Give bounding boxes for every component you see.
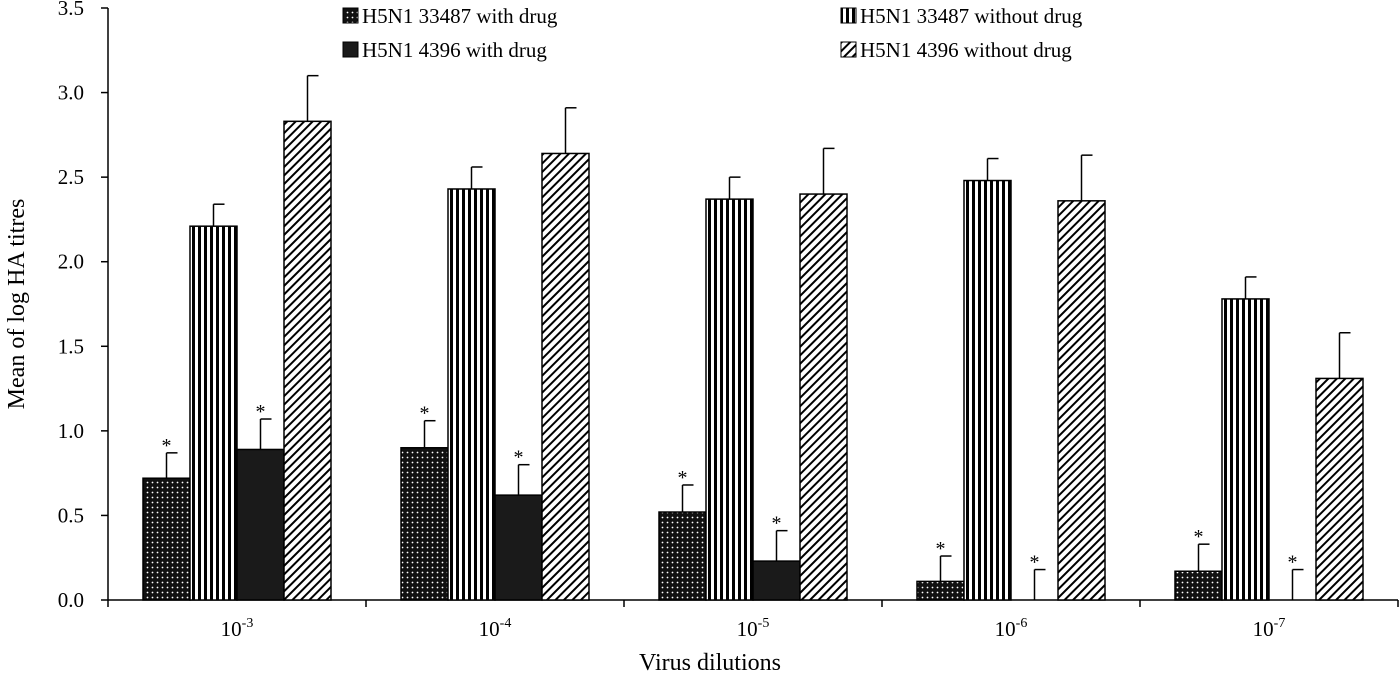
x-axis-ticks bbox=[107, 600, 1399, 607]
significance-star: * bbox=[1194, 526, 1204, 548]
y-tick-label: 2.5 bbox=[58, 165, 84, 189]
x-tick-label: 10-3 bbox=[221, 616, 254, 641]
significance-star: * bbox=[420, 403, 430, 425]
legend-label-series-3: H5N1 4396 with drug bbox=[362, 38, 547, 62]
y-axis-title: Mean of log HA titres bbox=[4, 199, 30, 410]
bar-series-2 bbox=[705, 198, 754, 601]
bar-series-4 bbox=[1315, 377, 1364, 601]
bar-series-2 bbox=[1221, 298, 1270, 601]
bar-series-2 bbox=[963, 179, 1012, 601]
y-axis-ticks: 0.0 0.5 1.0 1.5 2.0 2.5 3.0 3.5 bbox=[58, 0, 108, 612]
significance-star: * bbox=[1288, 552, 1298, 574]
x-tick-labels: 10-3 10-4 10-5 10-6 10-7 bbox=[221, 616, 1286, 641]
bar-series-2 bbox=[189, 225, 238, 601]
bar-series-3 bbox=[236, 448, 285, 601]
y-tick-label: 3.0 bbox=[58, 81, 84, 105]
significance-star: * bbox=[936, 538, 946, 560]
bar-series-1 bbox=[658, 511, 707, 601]
bar-series-1 bbox=[1174, 570, 1223, 601]
x-tick-label: 10-5 bbox=[737, 616, 770, 641]
bar-series-3 bbox=[752, 560, 801, 601]
error-bars-group bbox=[165, 74, 1351, 600]
x-axis-title: Virus dilutions bbox=[639, 650, 781, 674]
y-tick-label: 0.0 bbox=[58, 588, 84, 612]
x-tick-label: 10-7 bbox=[1253, 616, 1286, 641]
significance-star: * bbox=[678, 467, 688, 489]
legend-swatch-series-2 bbox=[840, 7, 857, 24]
y-tick-label: 2.0 bbox=[58, 250, 84, 274]
significance-markers: * * * * * * * * * * bbox=[162, 401, 1298, 574]
y-tick-label: 1.5 bbox=[58, 334, 84, 358]
bar-series-4 bbox=[799, 193, 848, 601]
bar-series-4 bbox=[283, 120, 332, 601]
significance-star: * bbox=[772, 513, 782, 535]
y-tick-label: 0.5 bbox=[58, 503, 84, 527]
bar-series-1 bbox=[400, 447, 449, 601]
y-tick-label: 1.0 bbox=[58, 419, 84, 443]
legend-swatch-series-4 bbox=[840, 41, 857, 58]
bar-series-2 bbox=[447, 188, 496, 601]
legend-label-series-1: H5N1 33487 with drug bbox=[362, 4, 558, 28]
y-tick-label: 3.5 bbox=[58, 0, 84, 20]
bar-series-4 bbox=[541, 152, 590, 601]
legend-swatch-series-3 bbox=[342, 41, 359, 58]
bars-group bbox=[142, 120, 1364, 601]
legend-label-series-4: H5N1 4396 without drug bbox=[860, 38, 1072, 62]
legend: H5N1 33487 with drug H5N1 33487 without … bbox=[342, 4, 1083, 62]
legend-label-series-2: H5N1 33487 without drug bbox=[860, 4, 1083, 28]
x-tick-label: 10-6 bbox=[995, 616, 1028, 641]
bar-series-4 bbox=[1057, 200, 1106, 601]
significance-star: * bbox=[256, 401, 266, 423]
legend-swatch-series-1 bbox=[342, 7, 359, 24]
significance-star: * bbox=[162, 435, 172, 457]
significance-star: * bbox=[514, 447, 524, 469]
bar-series-3 bbox=[494, 494, 543, 601]
significance-star: * bbox=[1030, 552, 1040, 574]
x-tick-label: 10-4 bbox=[479, 616, 512, 641]
bar-series-1 bbox=[142, 477, 191, 601]
bar-series-1 bbox=[916, 580, 965, 601]
